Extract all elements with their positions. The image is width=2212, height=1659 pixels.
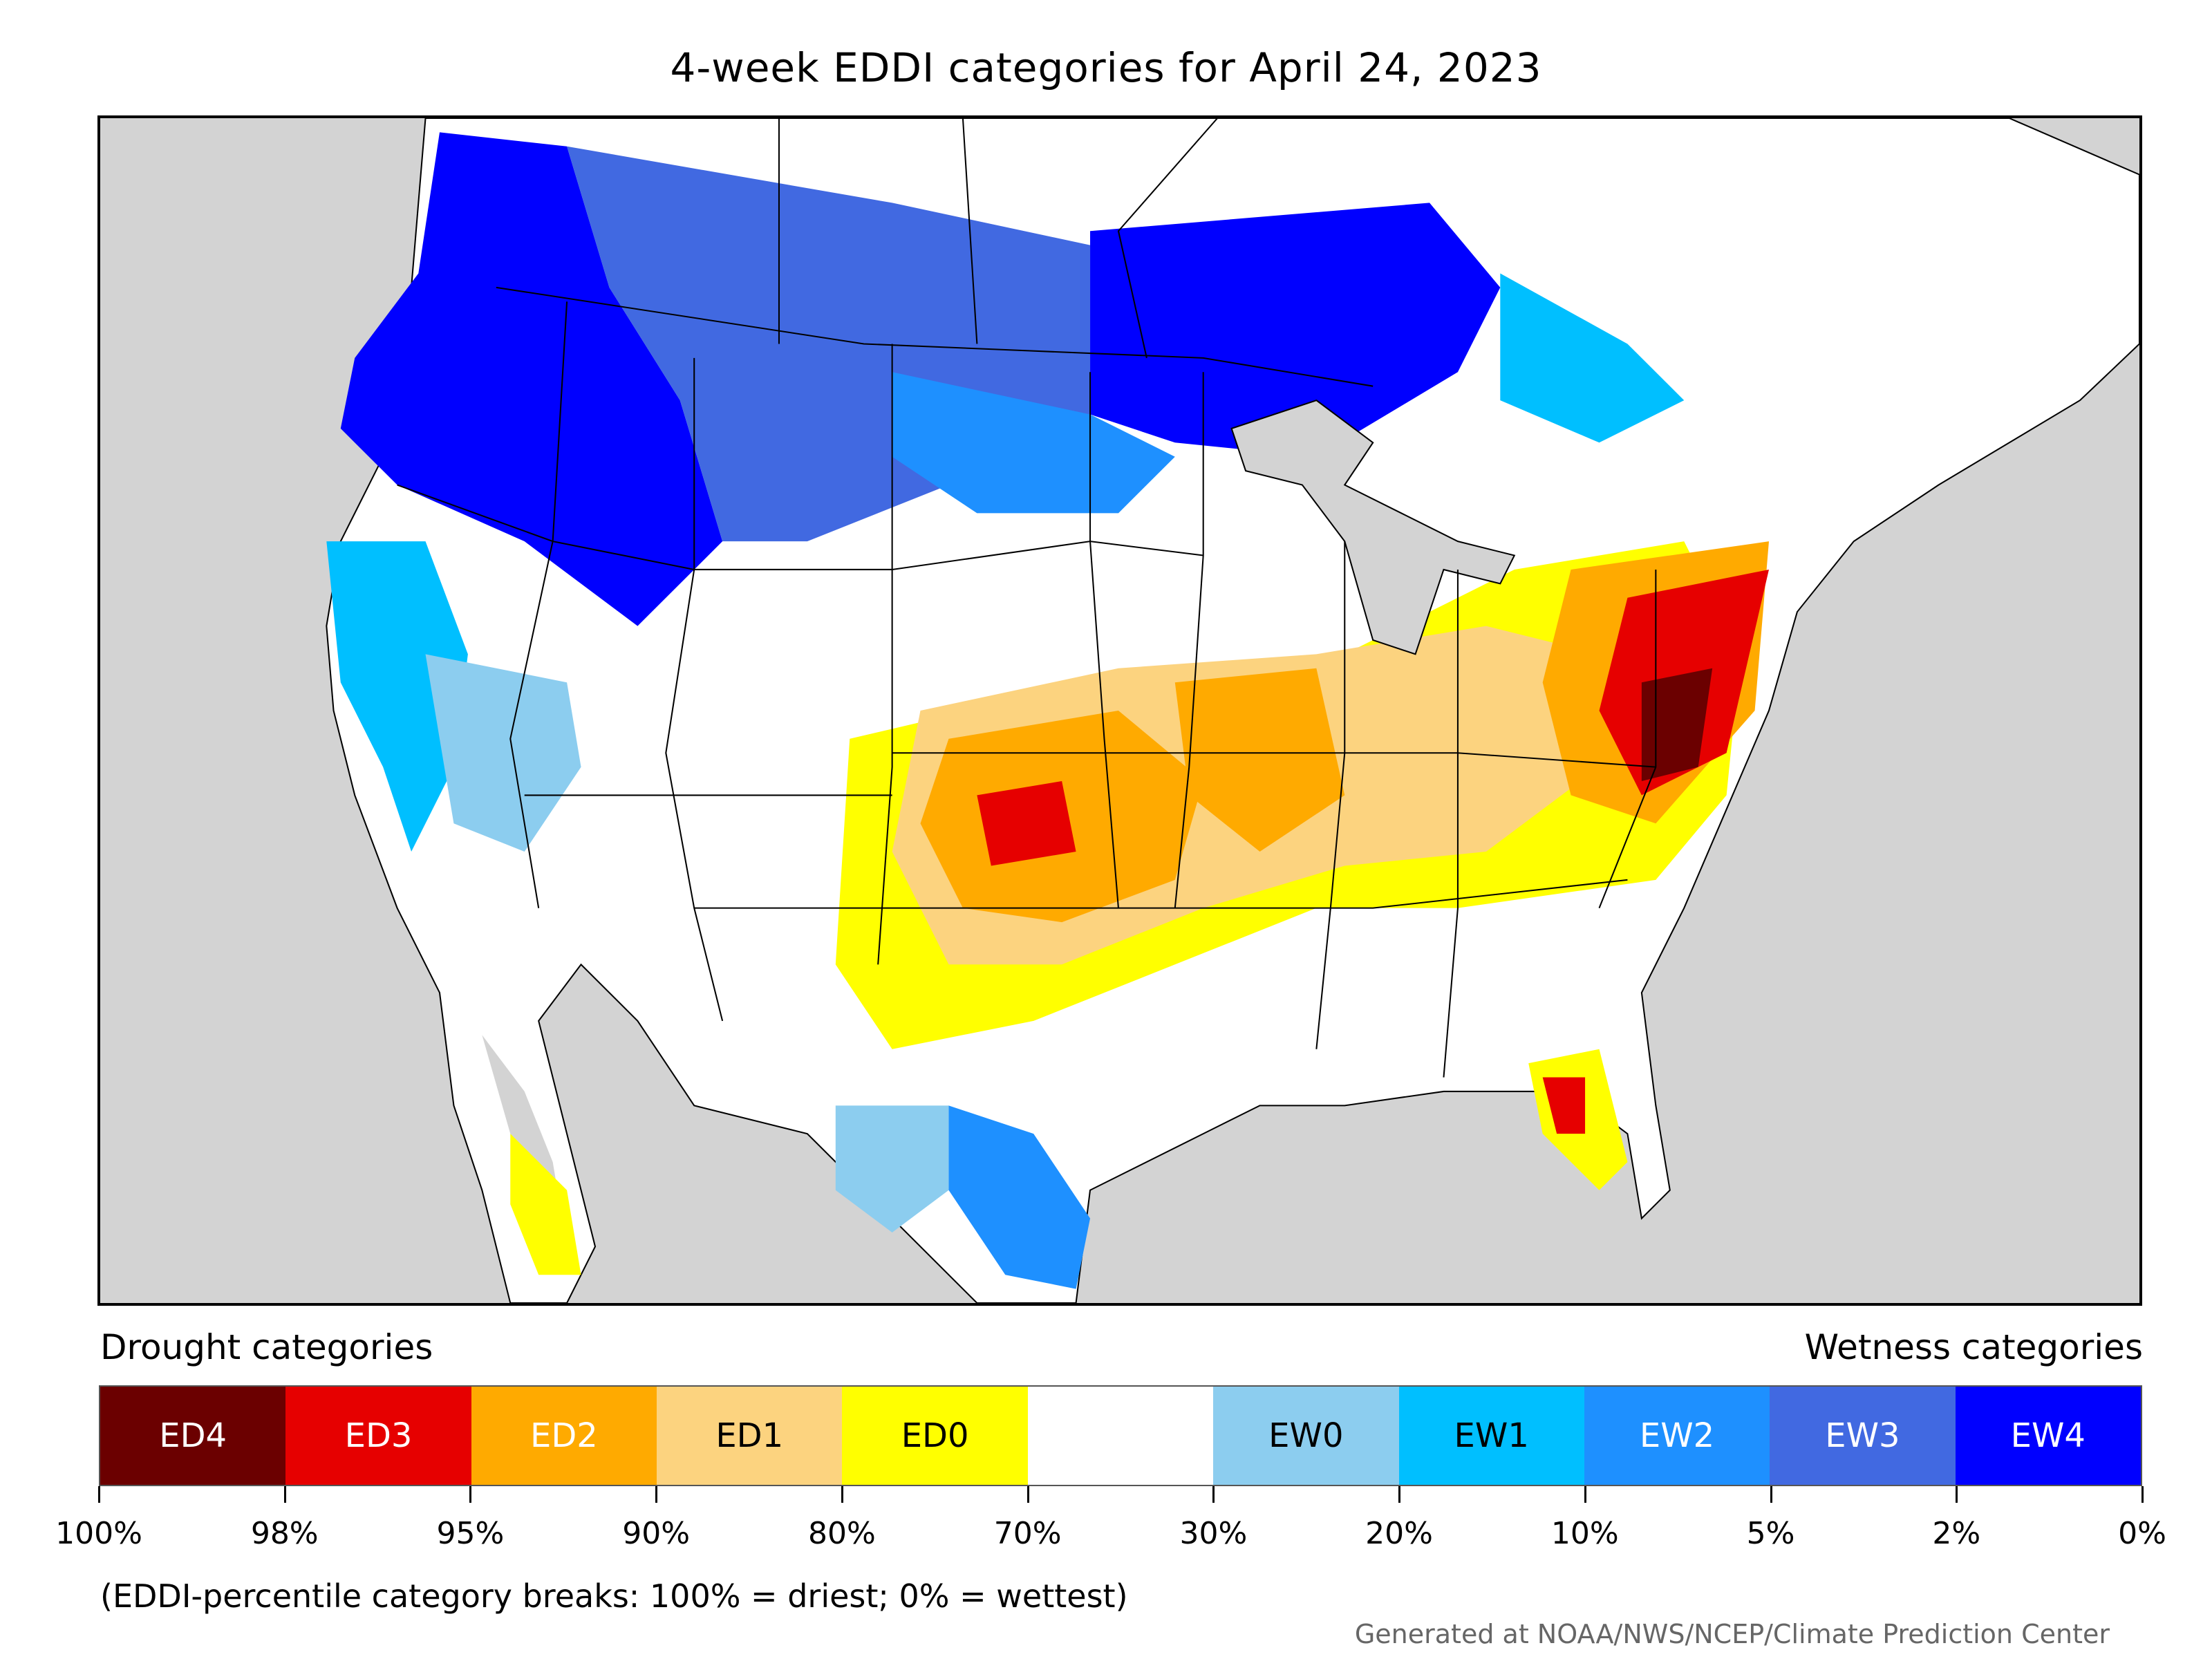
eddi-map <box>97 115 2142 1306</box>
legend-cell-ed1: ED1 <box>657 1387 843 1485</box>
legend-cell-ew1: EW1 <box>1398 1387 1584 1485</box>
legend-tick-label: 100% <box>55 1516 142 1551</box>
legend-tick <box>1770 1486 1772 1503</box>
legend-tick-label: 95% <box>436 1516 505 1551</box>
legend-tick <box>469 1486 472 1503</box>
wet-plains-ew2 <box>892 372 1175 514</box>
legend-tick <box>1956 1486 1958 1503</box>
wet-northwest-ew4 <box>340 132 723 626</box>
dry-missouri-ed2 <box>1174 668 1345 852</box>
legend-cell-ed2: ED2 <box>471 1387 657 1485</box>
wetness-categories-heading: Wetness categories <box>1804 1327 2143 1367</box>
legend-tick-label: 2% <box>1932 1516 1981 1551</box>
legend-tick <box>1027 1486 1029 1503</box>
category-note: (EDDI-percentile category breaks: 100% =… <box>100 1577 1128 1615</box>
legend-tick <box>655 1486 658 1503</box>
legend-cell-ew0: EW0 <box>1213 1387 1399 1485</box>
legend-tick <box>1212 1486 1215 1503</box>
legend-tick <box>283 1486 286 1503</box>
legend-tick-label: 90% <box>622 1516 691 1551</box>
drought-categories-heading: Drought categories <box>100 1327 433 1367</box>
legend-tick-label: 80% <box>808 1516 876 1551</box>
wet-california-ew1 <box>326 541 468 852</box>
political-borders <box>397 118 1657 1078</box>
legend-tick <box>98 1486 100 1503</box>
legend-tick <box>2141 1486 2144 1503</box>
wet-canada-ew4 <box>1090 203 1501 457</box>
credit-line: Generated at NOAA/NWS/NCEP/Climate Predi… <box>1354 1619 2110 1649</box>
legend-ticks <box>0 1486 2212 1514</box>
map-svg <box>100 118 2139 1303</box>
wet-texas-coast-ew0 <box>835 1105 949 1232</box>
legend-tick-label: 30% <box>1179 1516 1248 1551</box>
great-lakes <box>1230 399 1516 655</box>
legend-tick-label: 0% <box>2118 1516 2166 1551</box>
dry-midatlantic-ed4 <box>1641 668 1713 782</box>
legend-tick-label: 5% <box>1746 1516 1795 1551</box>
map-title: 4-week EDDI categories for April 24, 202… <box>670 44 1542 91</box>
legend-cell-ed4: ED4 <box>100 1387 286 1485</box>
wet-nevada-ew0 <box>425 654 581 852</box>
legend-cell-ew4: EW4 <box>1955 1387 2141 1485</box>
legend-tick-label: 70% <box>993 1516 1062 1551</box>
legend-tick-label: 10% <box>1550 1516 1619 1551</box>
legend-cell-ed0: ED0 <box>842 1387 1028 1485</box>
legend-tick-label: 98% <box>250 1516 319 1551</box>
legend-cell-normal <box>1027 1387 1214 1485</box>
dry-kansas-ed3 <box>977 781 1076 866</box>
legend-cell-ew2: EW2 <box>1584 1387 1770 1485</box>
legend-tick <box>1584 1486 1586 1503</box>
legend-tick-label: 20% <box>1365 1516 1433 1551</box>
legend-cell-ew3: EW3 <box>1770 1387 1956 1485</box>
legend-tick <box>841 1486 843 1503</box>
legend-tick <box>1398 1486 1401 1503</box>
wet-canada-east-ew1 <box>1500 273 1685 443</box>
legend-color-bar: ED4 ED3 ED2 ED1 ED0 EW0 EW1 EW2 EW3 EW4 <box>99 1385 2142 1486</box>
wet-texas-coast-ew2 <box>948 1105 1091 1289</box>
legend-cell-ed3: ED3 <box>285 1387 471 1485</box>
dry-florida-ed3 <box>1542 1077 1586 1134</box>
dry-baja-ed0 <box>510 1134 581 1275</box>
